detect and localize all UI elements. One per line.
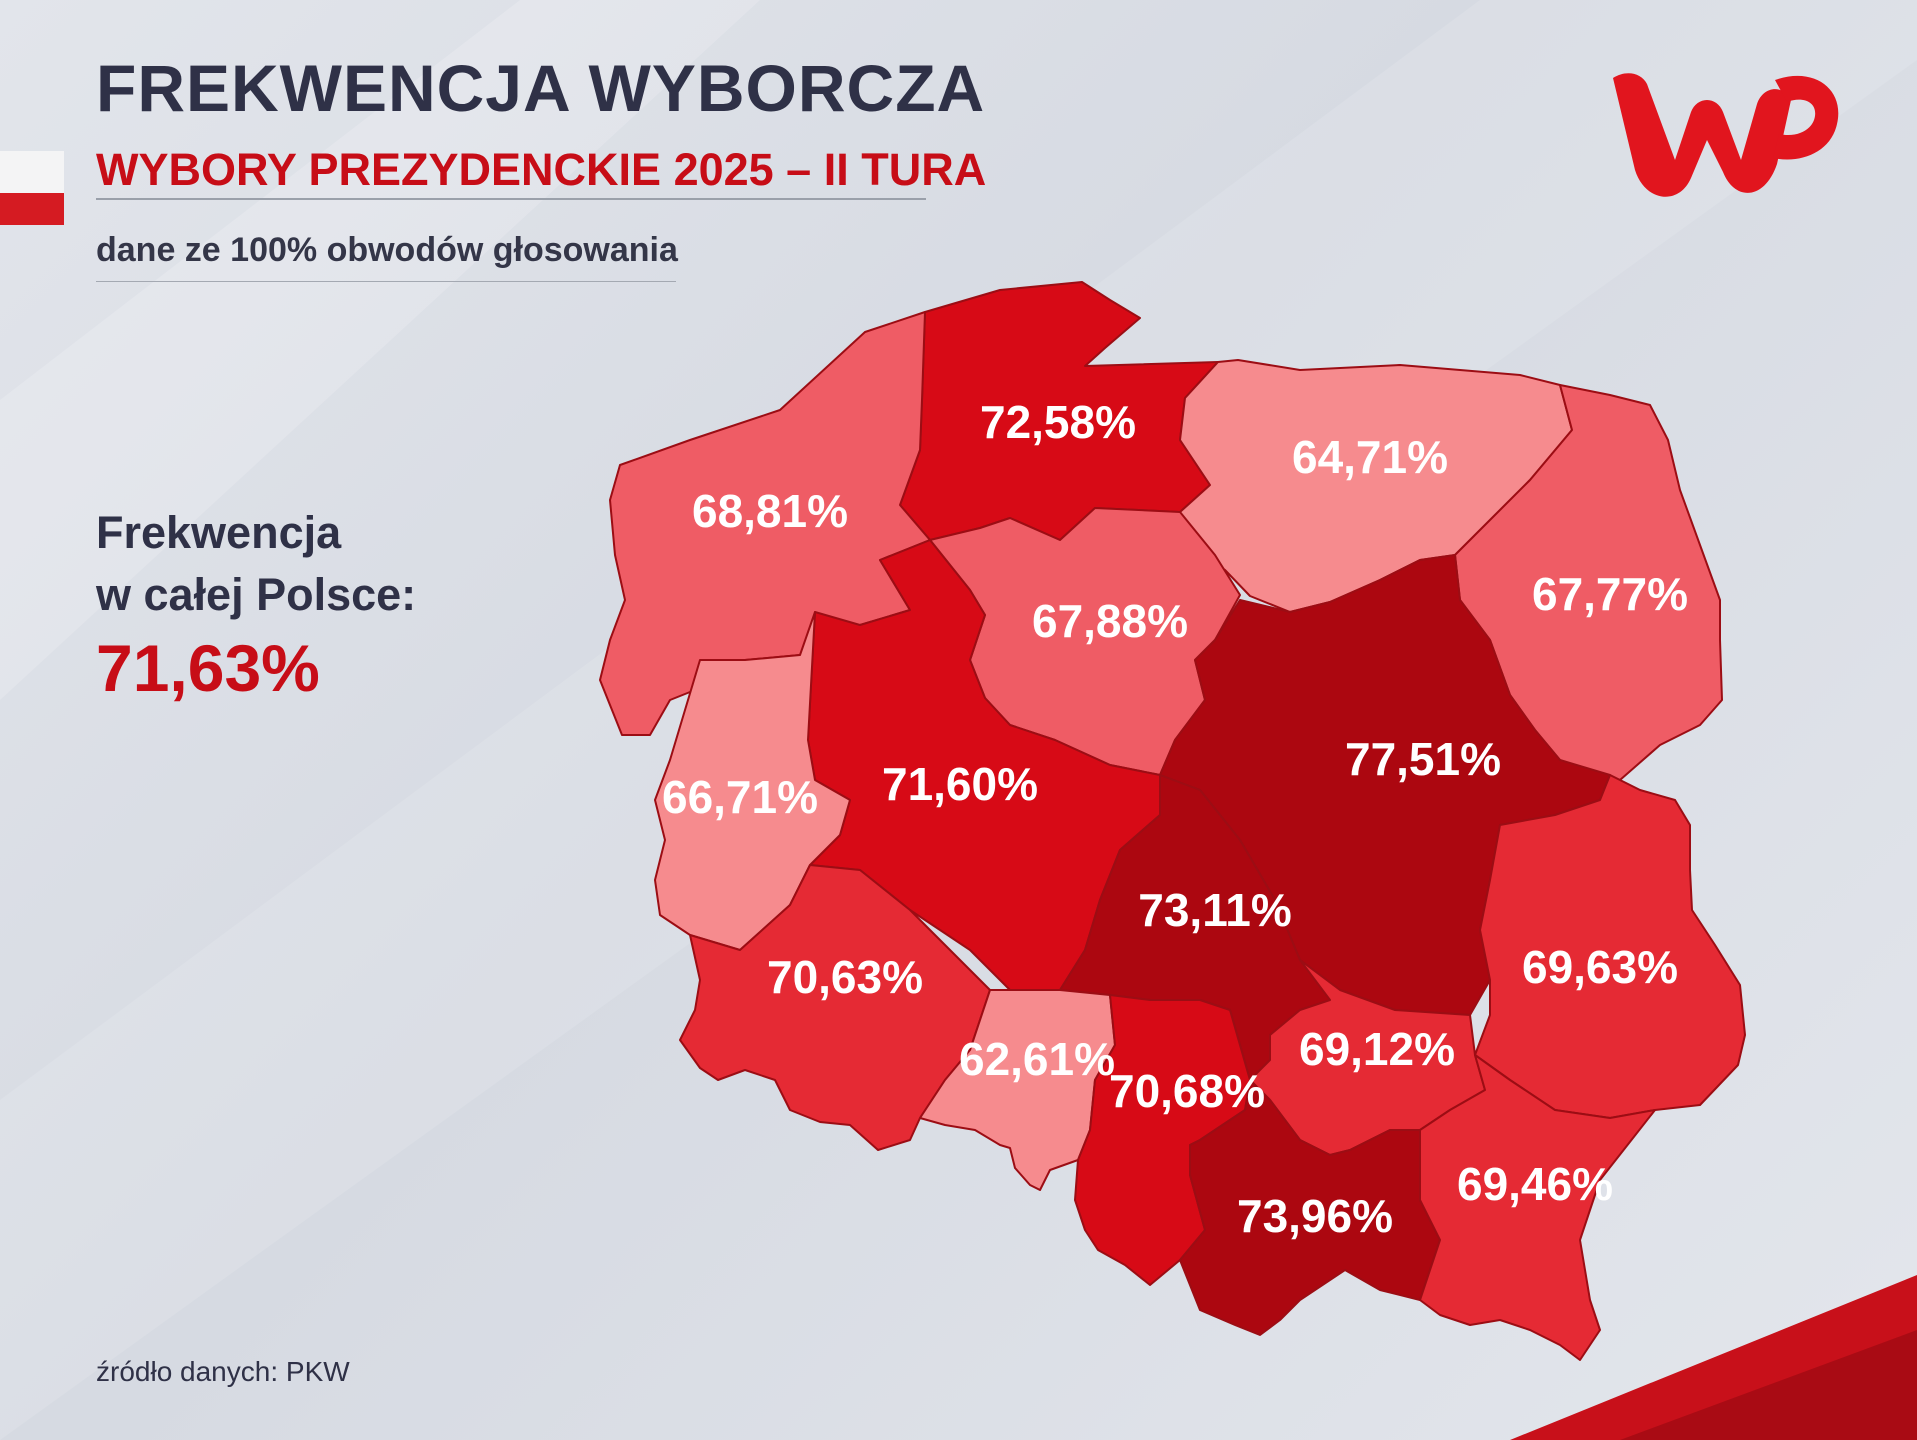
total-label-line-1: Frekwencja (96, 507, 342, 558)
region-label-lubuskie: 66,71% (662, 771, 818, 823)
region-label-podkarpackie: 69,46% (1457, 1158, 1613, 1210)
region-label-kujawsko-pomorskie: 67,88% (1032, 595, 1188, 647)
page-title: FREKWENCJA WYBORCZA (96, 51, 986, 125)
region-label-swietokrzyskie: 69,12% (1299, 1023, 1455, 1075)
region-label-malopolskie: 73,96% (1237, 1190, 1393, 1242)
region-label-wielkopolskie: 71,60% (882, 758, 1038, 810)
region-label-podlaskie: 67,77% (1532, 568, 1688, 620)
total-turnout-value: 71,63% (96, 631, 320, 705)
region-label-opolskie: 62,61% (959, 1033, 1115, 1085)
total-turnout-label: Frekwencja w całej Polsce: (96, 502, 416, 626)
subtitle-divider (96, 198, 926, 200)
region-label-dolnoslaskie: 70,63% (767, 951, 923, 1003)
total-label-line-2: w całej Polsce: (96, 569, 417, 620)
region-label-mazowieckie: 77,51% (1345, 733, 1501, 785)
region-label-lodzkie: 73,11% (1138, 884, 1291, 936)
data-coverage-note: dane ze 100% obwodów głosowania (96, 231, 678, 269)
region-opolskie (919, 989, 1116, 1191)
flag-stripe-red (0, 193, 64, 225)
region-label-slaskie: 70,68% (1109, 1065, 1265, 1117)
note-divider (96, 281, 676, 282)
region-label-lubelskie: 69,63% (1522, 941, 1678, 993)
region-label-zachodniopomorskie: 68,81% (692, 485, 848, 537)
data-source: źródło danych: PKW (96, 1356, 350, 1387)
region-label-pomorskie: 72,58% (980, 396, 1136, 448)
region-podkarpackie (1419, 1054, 1656, 1361)
page-subtitle: WYBORY PREZYDENCKIE 2025 – II TURA (96, 144, 987, 195)
region-label-warminsko-mazurskie: 64,71% (1292, 431, 1448, 483)
wp-logo (1613, 73, 1839, 197)
flag-stripe-white (0, 151, 64, 193)
region-dolnoslaskie (679, 864, 991, 1151)
